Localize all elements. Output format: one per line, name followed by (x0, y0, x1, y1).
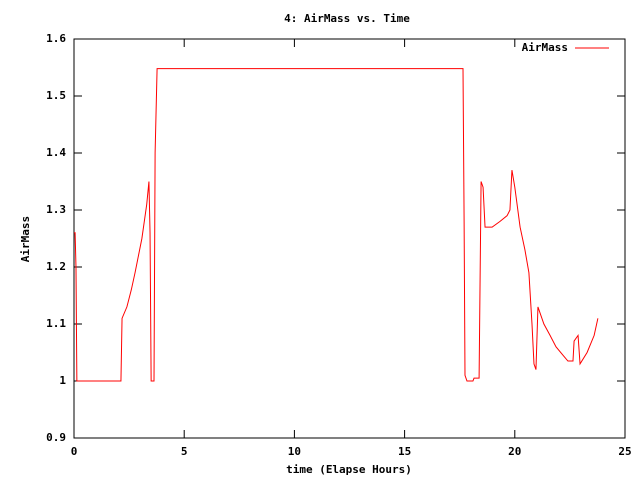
x-tick-label: 5 (181, 445, 188, 458)
y-tick-label: 1.3 (46, 203, 66, 216)
y-tick-label: 1.4 (46, 146, 66, 159)
y-tick-label: 1 (59, 374, 66, 387)
y-tick-label: 0.9 (46, 431, 66, 444)
y-tick-label: 1.5 (46, 89, 66, 102)
legend-label: AirMass (522, 41, 568, 54)
y-tick-label: 1.1 (46, 317, 66, 330)
x-tick-label: 20 (508, 445, 521, 458)
y-tick-label: 1.2 (46, 260, 66, 273)
x-tick-label: 15 (398, 445, 411, 458)
y-axis-label: AirMass (19, 216, 32, 262)
data-line (74, 68, 599, 382)
x-tick-label: 0 (71, 445, 78, 458)
x-tick-label: 25 (618, 445, 631, 458)
plot-frame (73, 38, 626, 439)
y-tick-label: 1.6 (46, 32, 66, 45)
x-axis-label: time (Elapse Hours) (286, 463, 412, 476)
x-tick-label: 10 (288, 445, 301, 458)
chart-title: 4: AirMass vs. Time (284, 12, 410, 25)
